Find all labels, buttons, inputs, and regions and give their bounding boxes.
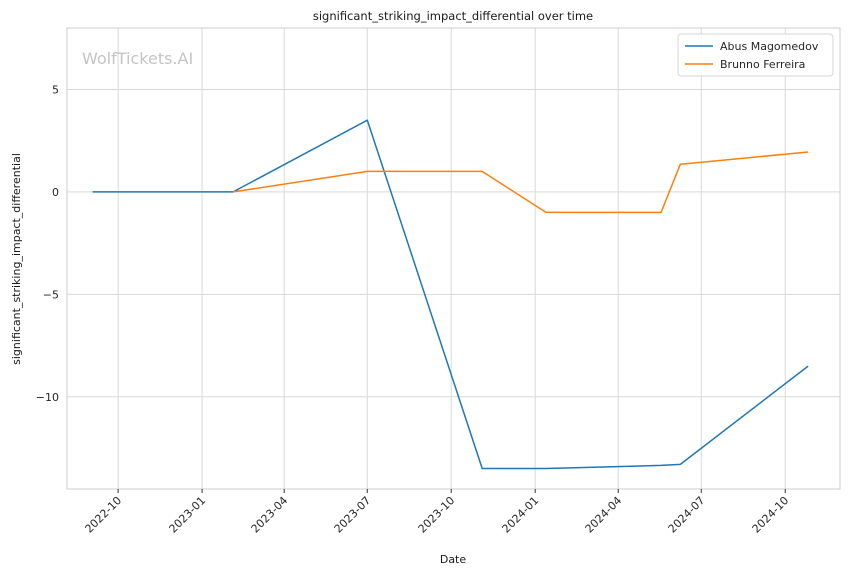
y-tick-label: −10: [36, 391, 59, 404]
series-line-abus-magomedov: [92, 119, 809, 470]
y-axis-title: significant_striking_impact_differential: [10, 153, 23, 365]
x-tick-label: 2023-10: [416, 494, 458, 536]
plot-frame: [66, 27, 841, 490]
y-tick-label: −5: [43, 288, 59, 301]
plot-background: [67, 28, 840, 489]
legend: Abus Magomedov Brunno Ferreira: [677, 33, 834, 77]
watermark: WolfTickets.AI: [82, 49, 193, 68]
x-tick-label: 2023-01: [166, 494, 208, 536]
x-tick-label: 2024-04: [583, 494, 625, 536]
x-tick-label: 2024-07: [666, 494, 708, 536]
y-axis-ticks: 5 0 −5 −10: [36, 83, 59, 403]
series-layer: [92, 119, 809, 470]
series-line-brunno-ferreira: [232, 151, 809, 214]
x-tick-label: 2022-10: [83, 494, 125, 536]
x-tick-label: 2024-01: [500, 494, 542, 536]
x-axis-title: Date: [440, 553, 467, 566]
legend-label-abus-magomedov: Abus Magomedov: [720, 40, 819, 53]
legend-box: [677, 33, 834, 77]
legend-label-brunno-ferreira: Brunno Ferreira: [720, 58, 805, 71]
y-tick-label: 5: [52, 83, 59, 96]
y-tick-label: 0: [52, 186, 59, 199]
x-tick-label: 2023-04: [249, 494, 291, 536]
x-axis-ticks: 2022-10 2023-01 2023-04 2023-07 2023-10 2024-…: [83, 489, 792, 536]
x-tick-label: 2024-10: [750, 494, 792, 536]
x-tick-label: 2023-07: [332, 494, 374, 536]
chart-title: significant_striking_impact_differential…: [313, 9, 593, 23]
